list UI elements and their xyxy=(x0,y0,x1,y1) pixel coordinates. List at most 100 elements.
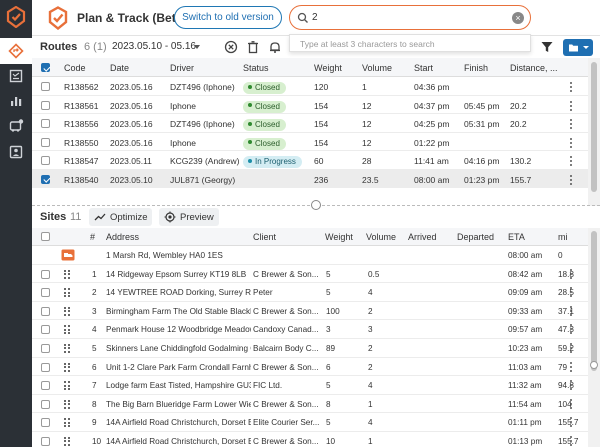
site-row[interactable]: 10 14A Airfield Road Christchurch, Dorset… xyxy=(32,432,588,447)
more-options-icon[interactable] xyxy=(570,361,573,373)
scrollbar-thumb[interactable] xyxy=(591,62,597,192)
select-all-sites-checkbox[interactable] xyxy=(41,232,50,241)
site-row[interactable]: 8 The Big Barn Blueridge Farm Lower Wield… xyxy=(32,395,588,414)
bell-icon[interactable] xyxy=(268,40,282,54)
select-all-routes-checkbox[interactable] xyxy=(41,63,50,72)
more-options-icon[interactable] xyxy=(570,268,573,280)
more-options-icon[interactable] xyxy=(570,417,573,428)
route-checkbox[interactable] xyxy=(41,82,50,91)
site-checkbox[interactable] xyxy=(41,362,50,372)
preview-button[interactable]: Preview xyxy=(159,208,219,226)
splitter-handle[interactable] xyxy=(311,200,321,210)
column-header[interactable]: Weight xyxy=(314,63,342,73)
chevron-down-icon[interactable] xyxy=(194,45,200,49)
site-checkbox[interactable] xyxy=(41,343,50,353)
route-checkbox[interactable] xyxy=(41,156,50,165)
depot-row[interactable]: 1 Marsh Rd, Wembley HA0 1ES 08:00 am 0 xyxy=(32,246,588,265)
column-header[interactable]: # xyxy=(90,232,96,242)
column-header[interactable]: Distance, ... xyxy=(510,63,558,73)
route-row[interactable]: R138540 2023.05.10 JUL871 (Georgy) 236 23.5 0… xyxy=(32,169,588,188)
more-options-icon[interactable] xyxy=(570,119,573,130)
route-checkbox[interactable] xyxy=(41,174,50,184)
scrollbar-thumb[interactable] xyxy=(591,231,597,371)
more-options-icon[interactable] xyxy=(570,305,573,317)
brand-logo-icon[interactable] xyxy=(6,6,26,28)
site-row[interactable]: 3 Birmingham Farm The Old Stable Blackhe C… xyxy=(32,302,588,321)
column-header[interactable]: Client xyxy=(253,232,277,242)
drag-handle-icon[interactable] xyxy=(64,306,70,316)
site-checkbox[interactable] xyxy=(41,288,50,298)
route-checkbox[interactable] xyxy=(41,100,50,110)
drag-handle-icon[interactable] xyxy=(64,343,70,353)
site-checkbox[interactable] xyxy=(41,306,50,316)
more-options-icon[interactable] xyxy=(570,82,573,93)
more-options-icon[interactable] xyxy=(570,342,573,354)
site-checkbox[interactable] xyxy=(41,418,50,428)
column-header[interactable]: Date xyxy=(110,63,130,73)
drag-handle-icon[interactable] xyxy=(64,436,70,446)
more-options-icon[interactable] xyxy=(570,435,573,447)
site-row[interactable]: 6 Unit 1-2 Clare Park Farm Crondall Farnh… xyxy=(32,358,588,377)
delete-icon[interactable] xyxy=(246,40,260,54)
drag-handle-icon[interactable] xyxy=(64,418,70,428)
drag-handle-icon[interactable] xyxy=(64,288,70,298)
nav-orders-icon[interactable] xyxy=(0,63,32,89)
more-options-icon[interactable] xyxy=(570,398,573,410)
column-header[interactable]: ETA xyxy=(508,232,525,242)
column-header[interactable]: Departed xyxy=(457,232,495,242)
switch-old-version-button[interactable]: Switch to old version xyxy=(174,6,282,29)
more-options-icon[interactable] xyxy=(570,100,573,112)
export-button[interactable] xyxy=(563,39,593,56)
route-row[interactable]: R138550 2023.05.16 Iphone Closed 154 12 01:22 … xyxy=(32,133,588,151)
clear-search-icon[interactable]: × xyxy=(512,12,524,24)
search-input[interactable]: 2 × xyxy=(289,5,531,30)
site-checkbox[interactable] xyxy=(41,269,50,279)
route-row[interactable]: R138556 2023.05.16 DZT496 (Iphone) Closed 15… xyxy=(32,114,588,133)
nav-drivers-icon[interactable] xyxy=(0,139,32,165)
date-range-picker[interactable]: 2023.05.10 - 05.16 xyxy=(112,41,196,52)
optimize-button[interactable]: Optimize xyxy=(89,208,152,226)
column-header[interactable]: Arrived xyxy=(408,232,437,242)
more-options-icon[interactable] xyxy=(570,287,573,298)
nav-routes-icon[interactable] xyxy=(0,38,32,64)
site-checkbox[interactable] xyxy=(41,381,50,391)
clear-filter-icon[interactable] xyxy=(224,40,238,54)
chevron-down-icon[interactable] xyxy=(583,46,589,49)
site-row[interactable]: 2 14 YEWTREE ROAD Dorking, Surrey RH4 1Pe… xyxy=(32,283,588,302)
column-header[interactable]: Address xyxy=(106,232,140,242)
more-options-icon[interactable] xyxy=(570,137,573,149)
column-header[interactable]: Volume xyxy=(362,63,393,73)
more-options-icon[interactable] xyxy=(570,174,573,186)
site-row[interactable]: 7 Lodge farm East Tisted, Hampshire GU34 F… xyxy=(32,376,588,395)
route-row[interactable]: R138547 2023.05.11 KCG239 (Andrew) In Progr… xyxy=(32,151,588,170)
resize-handle[interactable] xyxy=(590,361,598,369)
column-header[interactable]: Code xyxy=(64,63,86,73)
route-checkbox[interactable] xyxy=(41,119,50,128)
nav-vehicles-icon[interactable] xyxy=(0,113,32,139)
site-row[interactable]: 1 14 Ridgeway Epsom Surrey KT19 8LB C Brew… xyxy=(32,265,588,284)
column-header[interactable]: mi xyxy=(558,232,568,242)
column-header[interactable]: Status xyxy=(243,63,269,73)
more-options-icon[interactable] xyxy=(570,380,573,391)
route-row[interactable]: R138561 2023.05.16 Iphone Closed 154 12 04:37 … xyxy=(32,96,588,114)
routes-scrollbar[interactable] xyxy=(588,58,600,206)
site-checkbox[interactable] xyxy=(41,325,50,335)
site-checkbox[interactable] xyxy=(41,399,50,409)
column-header[interactable]: Volume xyxy=(366,232,397,242)
nav-analytics-icon[interactable] xyxy=(0,88,32,114)
drag-handle-icon[interactable] xyxy=(64,381,70,391)
route-row[interactable]: R138562 2023.05.16 DZT496 (Iphone) Closed 12… xyxy=(32,77,588,96)
site-row[interactable]: 4 Penmark House 12 Woodbridge Meadow Cando… xyxy=(32,320,588,339)
drag-handle-icon[interactable] xyxy=(64,269,70,279)
drag-handle-icon[interactable] xyxy=(64,399,70,409)
site-checkbox[interactable] xyxy=(41,436,50,446)
site-row[interactable]: 9 14A Airfield Road Christchurch, Dorset … xyxy=(32,413,588,432)
filter-icon[interactable] xyxy=(540,40,554,54)
drag-handle-icon[interactable] xyxy=(64,362,70,372)
sites-scrollbar[interactable] xyxy=(588,228,600,447)
column-header[interactable]: Weight xyxy=(325,232,353,242)
column-header[interactable]: Start xyxy=(414,63,434,73)
column-header[interactable]: Driver xyxy=(170,63,194,73)
more-options-icon[interactable] xyxy=(570,156,573,167)
